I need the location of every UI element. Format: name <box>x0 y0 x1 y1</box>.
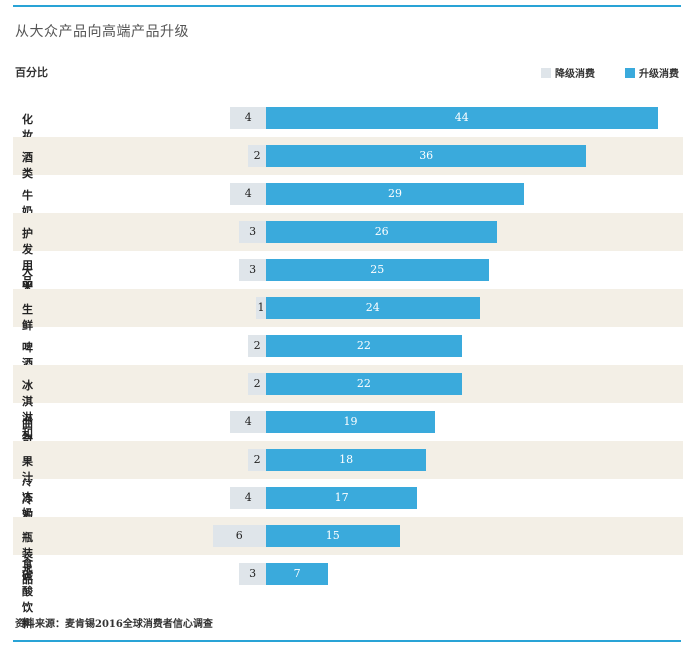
bar-downgrade <box>248 449 266 471</box>
bar-upgrade <box>266 297 480 319</box>
value-label-upgrade: 15 <box>325 529 340 542</box>
bar-downgrade <box>239 259 266 281</box>
value-label-upgrade: 29 <box>388 187 403 200</box>
category-label: 生鲜 <box>22 303 33 332</box>
value-label-downgrade: 2 <box>253 453 261 466</box>
bar-downgrade <box>239 221 266 243</box>
value-label-downgrade: 2 <box>253 377 261 390</box>
value-label-downgrade: 4 <box>244 187 252 200</box>
value-label-downgrade: 2 <box>253 339 261 352</box>
bar-upgrade <box>266 183 525 205</box>
legend-swatch-up <box>625 67 635 78</box>
bar-downgrade <box>256 297 266 319</box>
value-label-downgrade: 1 <box>257 301 265 314</box>
bar-downgrade <box>239 563 266 585</box>
category-label: 碳酸饮料 <box>22 569 33 630</box>
value-label-downgrade: 4 <box>244 415 252 428</box>
value-label-downgrade: 2 <box>253 149 261 162</box>
bar-upgrade <box>266 563 329 585</box>
value-label-upgrade: 22 <box>356 339 371 352</box>
category-label: 啤酒 <box>22 341 33 370</box>
category-label: 护发用品 <box>22 227 33 288</box>
value-label-downgrade: 6 <box>235 529 243 542</box>
bar-upgrade <box>266 335 462 357</box>
value-label-downgrade: 3 <box>249 567 257 580</box>
bar-upgrade <box>266 525 400 547</box>
category-label: 牛奶 <box>22 189 33 218</box>
top-rule <box>13 5 681 7</box>
value-label-upgrade: 36 <box>419 149 434 162</box>
legend-item-up: 升级消费 <box>625 65 679 80</box>
bar-upgrade <box>266 487 418 509</box>
bar-upgrade <box>266 221 498 243</box>
source-note: 资料来源：麦肯锡2016全球消费者信心调查 <box>15 619 213 630</box>
bar-upgrade <box>266 373 462 395</box>
value-label-upgrade: 22 <box>356 377 371 390</box>
bottom-rule <box>13 640 681 642</box>
bar-upgrade <box>266 449 427 471</box>
legend-item-down: 降级消费 <box>541 65 595 80</box>
bar-downgrade <box>248 145 266 167</box>
bar-upgrade <box>266 107 658 129</box>
legend-label-up: 升级消费 <box>639 69 679 80</box>
value-label-upgrade: 18 <box>339 453 354 466</box>
category-label: 曲奇 <box>22 417 33 446</box>
bar-upgrade <box>266 259 489 281</box>
category-label: 瓶装水 <box>22 531 33 576</box>
unit-label: 百分比 <box>15 66 48 79</box>
bar-downgrade <box>230 411 266 433</box>
bar-downgrade <box>230 107 266 129</box>
category-label: 果汁 <box>22 455 33 484</box>
value-label-upgrade: 17 <box>334 491 349 504</box>
value-label-downgrade: 4 <box>244 491 252 504</box>
bar-downgrade <box>248 373 266 395</box>
value-label-downgrade: 3 <box>249 263 257 276</box>
value-label-upgrade: 26 <box>374 225 389 238</box>
value-label-upgrade: 19 <box>343 415 358 428</box>
bar-upgrade <box>266 145 587 167</box>
bar-downgrade <box>212 525 266 547</box>
value-label-downgrade: 4 <box>244 111 252 124</box>
chart-title: 从大众产品向高端产品升级 <box>15 24 189 40</box>
value-label-upgrade: 25 <box>370 263 385 276</box>
bar-downgrade <box>230 183 266 205</box>
legend-label-down: 降级消费 <box>555 69 595 80</box>
category-label: 大米 <box>22 265 33 294</box>
category-label: 酒类 <box>22 151 33 180</box>
bar-downgrade <box>248 335 266 357</box>
bar-upgrade <box>266 411 436 433</box>
bar-downgrade <box>230 487 266 509</box>
value-label-upgrade: 7 <box>293 567 301 580</box>
value-label-upgrade: 24 <box>365 301 380 314</box>
legend-swatch-down <box>541 67 551 78</box>
value-label-downgrade: 3 <box>249 225 257 238</box>
value-label-upgrade: 44 <box>454 111 469 124</box>
